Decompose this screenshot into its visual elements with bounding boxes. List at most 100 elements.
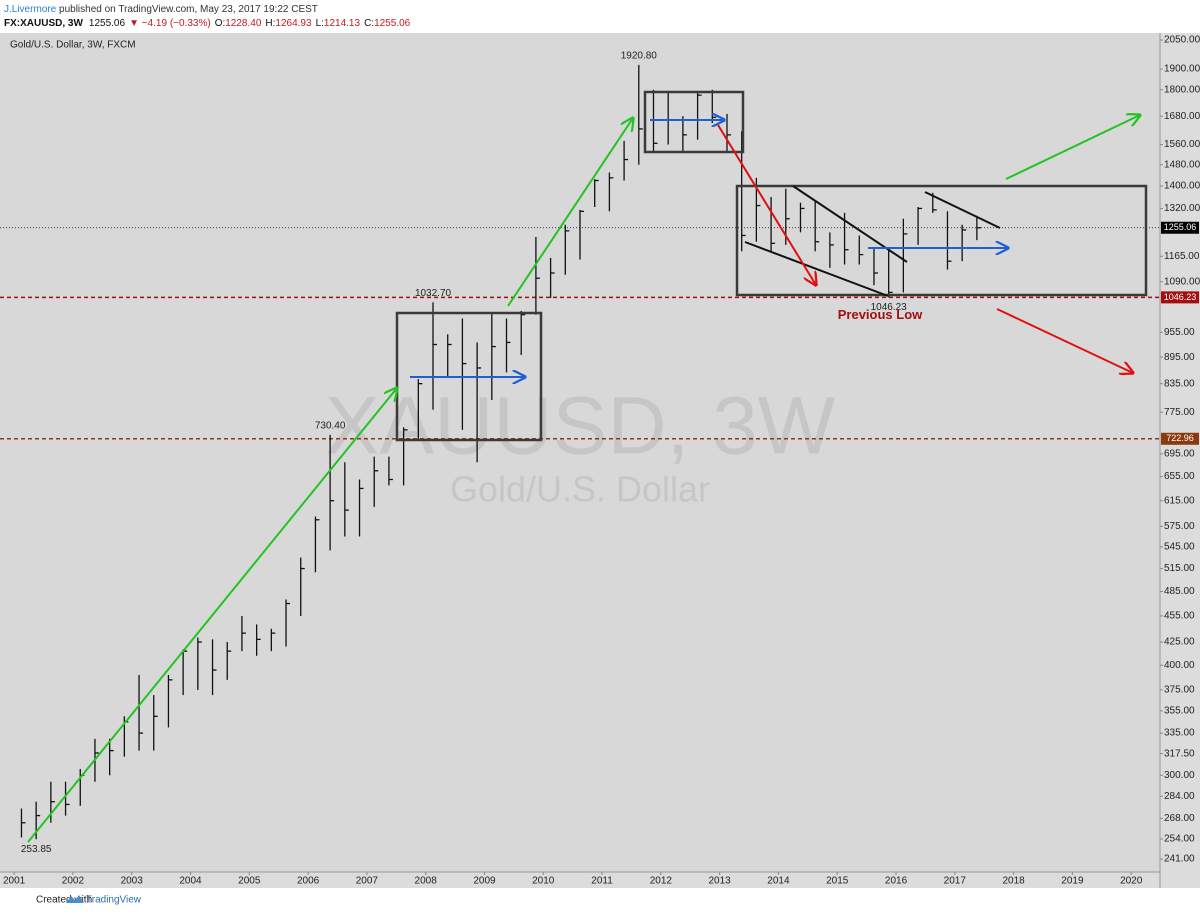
- x-tick-label: 2015: [826, 876, 849, 887]
- o-label: O:: [215, 18, 226, 29]
- x-tick-label: 2013: [709, 876, 732, 887]
- price-annotation: 1920.80: [621, 51, 658, 62]
- range-box: [395, 311, 543, 442]
- y-tick-label: 515.00: [1164, 563, 1195, 574]
- y-tick-label: 317.50: [1164, 748, 1195, 759]
- plot-bg: [0, 33, 1160, 872]
- x-tick-label: 2017: [944, 876, 967, 887]
- author[interactable]: J.Livermore: [4, 4, 57, 15]
- y-tick-label: 1320.00: [1164, 203, 1200, 214]
- y-tick-label: 1560.00: [1164, 139, 1200, 150]
- legend: Gold/U.S. Dollar, 3W, FXCM: [10, 40, 136, 51]
- price-annotation: 1046.23: [871, 302, 908, 313]
- y-tick-label: 695.00: [1164, 449, 1195, 460]
- x-tick-label: 2001: [3, 876, 26, 887]
- y-axis-bg: [1160, 33, 1200, 888]
- x-tick-label: 2006: [297, 876, 320, 887]
- previous-low-label: Previous Low: [838, 307, 923, 322]
- y-tick-label: 655.00: [1164, 471, 1195, 482]
- l-value: 1214.13: [324, 18, 361, 29]
- y-tick-label: 375.00: [1164, 685, 1195, 696]
- y-tick-label: 241.00: [1164, 854, 1195, 865]
- last-price: 1255.06: [89, 18, 126, 29]
- price-label-bg: [1161, 291, 1199, 304]
- range-box: [643, 90, 745, 154]
- x-tick-label: 2008: [415, 876, 438, 887]
- price-annotation: 1032.70: [415, 288, 452, 299]
- y-tick-label: 1165.00: [1164, 251, 1200, 262]
- trend-line: [744, 241, 889, 297]
- y-tick-label: 1900.00: [1164, 64, 1200, 75]
- y-tick-label: 284.00: [1164, 791, 1195, 802]
- y-tick-label: 1400.00: [1164, 181, 1200, 192]
- y-tick-label: 575.00: [1164, 521, 1195, 532]
- arrow: [996, 308, 1133, 373]
- trend-line: [792, 185, 908, 263]
- tradingview-logo: [66, 895, 84, 903]
- change: ▼ −4.19 (−0.33%): [129, 18, 211, 29]
- footer-text: Created with: [36, 895, 92, 906]
- x-tick-label: 2016: [885, 876, 908, 887]
- x-tick-label: 2009: [473, 876, 496, 887]
- footer-brand[interactable]: TradingView: [86, 895, 142, 906]
- watermark-subtitle: Gold/U.S. Dollar: [450, 469, 710, 510]
- y-tick-label: 955.00: [1164, 327, 1195, 338]
- arrow: [27, 388, 397, 843]
- price-label-bg: [1161, 221, 1199, 234]
- price-annotation: 253.85: [21, 844, 52, 855]
- y-tick-label: 355.00: [1164, 706, 1195, 717]
- y-tick-label: 400.00: [1164, 660, 1195, 671]
- y-tick-label: 1680.00: [1164, 111, 1200, 122]
- arrow: [507, 118, 633, 307]
- y-tick-label: 835.00: [1164, 378, 1195, 389]
- x-tick-label: 2011: [591, 876, 613, 887]
- x-tick-label: 2019: [1061, 876, 1084, 887]
- y-tick-label: 895.00: [1164, 352, 1195, 363]
- h-value: 1264.93: [275, 18, 312, 29]
- y-tick-label: 615.00: [1164, 495, 1195, 506]
- x-tick-label: 2020: [1120, 876, 1143, 887]
- drawings: [27, 90, 1148, 843]
- y-tick-label: 2050.00: [1164, 35, 1200, 46]
- y-tick-label: 425.00: [1164, 637, 1195, 648]
- header-bg: [0, 0, 1200, 33]
- header-line-1: J.Livermore published on TradingView.com…: [4, 4, 318, 15]
- published: published on TradingView.com, May 23, 20…: [56, 4, 318, 15]
- x-tick-label: 2012: [650, 876, 673, 887]
- l-label: L:: [316, 18, 324, 29]
- price-label: 1046.23: [1164, 292, 1197, 302]
- arrow: [1005, 115, 1140, 180]
- symbol: FX:XAUUSD, 3W: [4, 18, 83, 29]
- y-tick-label: 1480.00: [1164, 159, 1200, 170]
- y-tick-label: 775.00: [1164, 407, 1195, 418]
- y-tick-label: 485.00: [1164, 586, 1195, 597]
- watermark: XAUUSD, 3W: [325, 381, 836, 472]
- x-tick-label: 2010: [532, 876, 555, 887]
- price-label: 1255.06: [1164, 222, 1197, 232]
- c-value: 1255.06: [374, 18, 411, 29]
- price-label-bg: [1161, 432, 1199, 445]
- x-tick-label: 2004: [179, 876, 202, 887]
- y-tick-label: 335.00: [1164, 728, 1195, 739]
- price-label: 722.96: [1166, 433, 1194, 443]
- x-tick-label: 2003: [121, 876, 144, 887]
- footer-bg: [0, 888, 1200, 913]
- y-tick-label: 268.00: [1164, 813, 1195, 824]
- o-value: 1228.40: [225, 18, 262, 29]
- arrow: [717, 124, 816, 285]
- header-line-2: FX:XAUUSD, 3W 1255.06 ▼ −4.19 (−0.33%) O:12…: [4, 18, 411, 29]
- x-axis-bg: [0, 872, 1160, 888]
- y-tick-label: 455.00: [1164, 611, 1195, 622]
- x-tick-label: 2007: [356, 876, 379, 887]
- x-tick-label: 2014: [767, 876, 790, 887]
- y-tick-label: 1800.00: [1164, 84, 1200, 95]
- y-tick-label: 545.00: [1164, 542, 1195, 553]
- x-tick-label: 2018: [1002, 876, 1025, 887]
- price-annotation: 730.40: [315, 421, 346, 432]
- x-tick-label: 2002: [62, 876, 85, 887]
- x-tick-label: 2005: [238, 876, 261, 887]
- h-label: H:: [265, 18, 275, 29]
- y-tick-label: 1090.00: [1164, 276, 1200, 287]
- range-box: [735, 184, 1148, 297]
